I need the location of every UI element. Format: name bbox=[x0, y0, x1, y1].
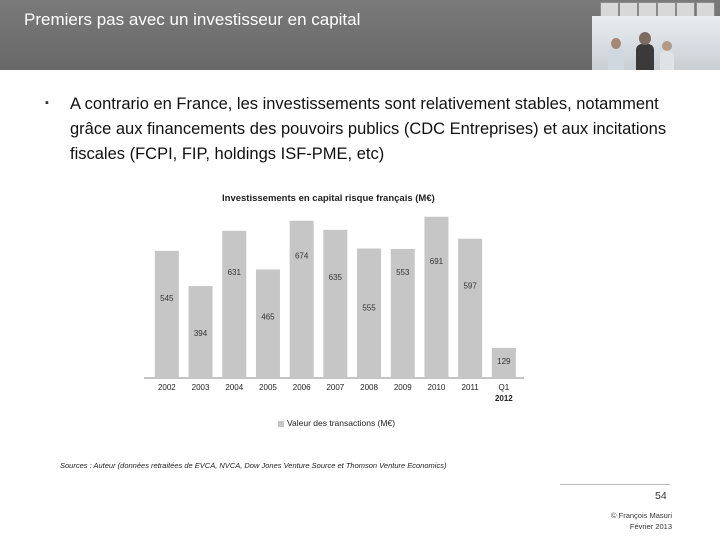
x-tick-label: Q1 bbox=[499, 383, 510, 392]
bar-2007 bbox=[323, 229, 348, 378]
bullet-paragraph: A contrario en France, les investissemen… bbox=[70, 95, 667, 163]
page-number: 54 bbox=[655, 490, 667, 502]
thumbnail-2 bbox=[619, 2, 638, 17]
data-label: 465 bbox=[261, 313, 275, 322]
bar-2005 bbox=[255, 269, 280, 378]
x-tick-label: 2007 bbox=[326, 383, 344, 392]
thumbnail-5 bbox=[676, 2, 695, 17]
bar-2009 bbox=[390, 248, 415, 378]
legend-swatch bbox=[278, 420, 284, 427]
x-tick-label: 2012 bbox=[495, 394, 513, 403]
bar-2003 bbox=[188, 286, 213, 378]
bar-2011 bbox=[458, 238, 483, 378]
bar-chart: 545 2002 394 2003 631 2004 465 2005 674 2006 635 20… bbox=[144, 216, 524, 403]
x-tick-label: 2003 bbox=[192, 383, 210, 392]
bullet-marker: ▪ bbox=[45, 97, 49, 109]
x-tick-label: 2009 bbox=[394, 383, 412, 392]
data-label: 394 bbox=[194, 329, 208, 338]
bar-2004 bbox=[222, 230, 247, 378]
data-label: 691 bbox=[430, 257, 444, 266]
data-label: 631 bbox=[228, 268, 242, 277]
thumbnail-3 bbox=[638, 2, 657, 17]
credit-date: Février 2013 bbox=[629, 522, 672, 531]
data-label: 597 bbox=[463, 282, 477, 291]
slide-title: Premiers pas avec un investisseur en cap… bbox=[24, 10, 361, 29]
x-tick-label: 2006 bbox=[293, 383, 311, 392]
bar-2010 bbox=[424, 216, 449, 378]
sources-note: Sources : Auteur (données retraitées de … bbox=[60, 461, 447, 470]
chart-title: Investissements en capital risque frança… bbox=[222, 193, 435, 204]
legend-label: Valeur des transactions (M€) bbox=[287, 418, 396, 428]
x-tick-label: 2005 bbox=[259, 383, 277, 392]
data-label: 553 bbox=[396, 268, 410, 277]
bar-2006 bbox=[289, 220, 314, 378]
header-photo bbox=[592, 16, 720, 70]
bar-q1-2012 bbox=[491, 347, 516, 378]
data-label: 129 bbox=[497, 357, 511, 366]
x-tick-label: 2008 bbox=[360, 383, 378, 392]
x-tick-label: 2011 bbox=[462, 383, 480, 392]
credit-author: © François Masuri bbox=[611, 511, 672, 520]
header-thumbnails bbox=[592, 0, 720, 70]
thumbnail-4 bbox=[657, 2, 676, 17]
bar-2008 bbox=[357, 248, 382, 378]
bar-2002 bbox=[154, 250, 179, 378]
x-tick-label: 2002 bbox=[158, 383, 176, 392]
data-label: 555 bbox=[362, 304, 376, 313]
data-label: 674 bbox=[295, 252, 309, 261]
x-tick-label: 2010 bbox=[428, 383, 446, 392]
data-label: 545 bbox=[160, 294, 174, 303]
data-label: 635 bbox=[329, 273, 343, 282]
credit: © François Masuri Février 2013 bbox=[611, 510, 672, 532]
thumbnail-6 bbox=[696, 2, 715, 17]
x-tick-label: 2004 bbox=[225, 383, 243, 392]
chart-legend: Valeur des transactions (M€) bbox=[278, 418, 395, 428]
thumbnail-1 bbox=[600, 2, 619, 17]
footer-rule bbox=[560, 484, 670, 485]
